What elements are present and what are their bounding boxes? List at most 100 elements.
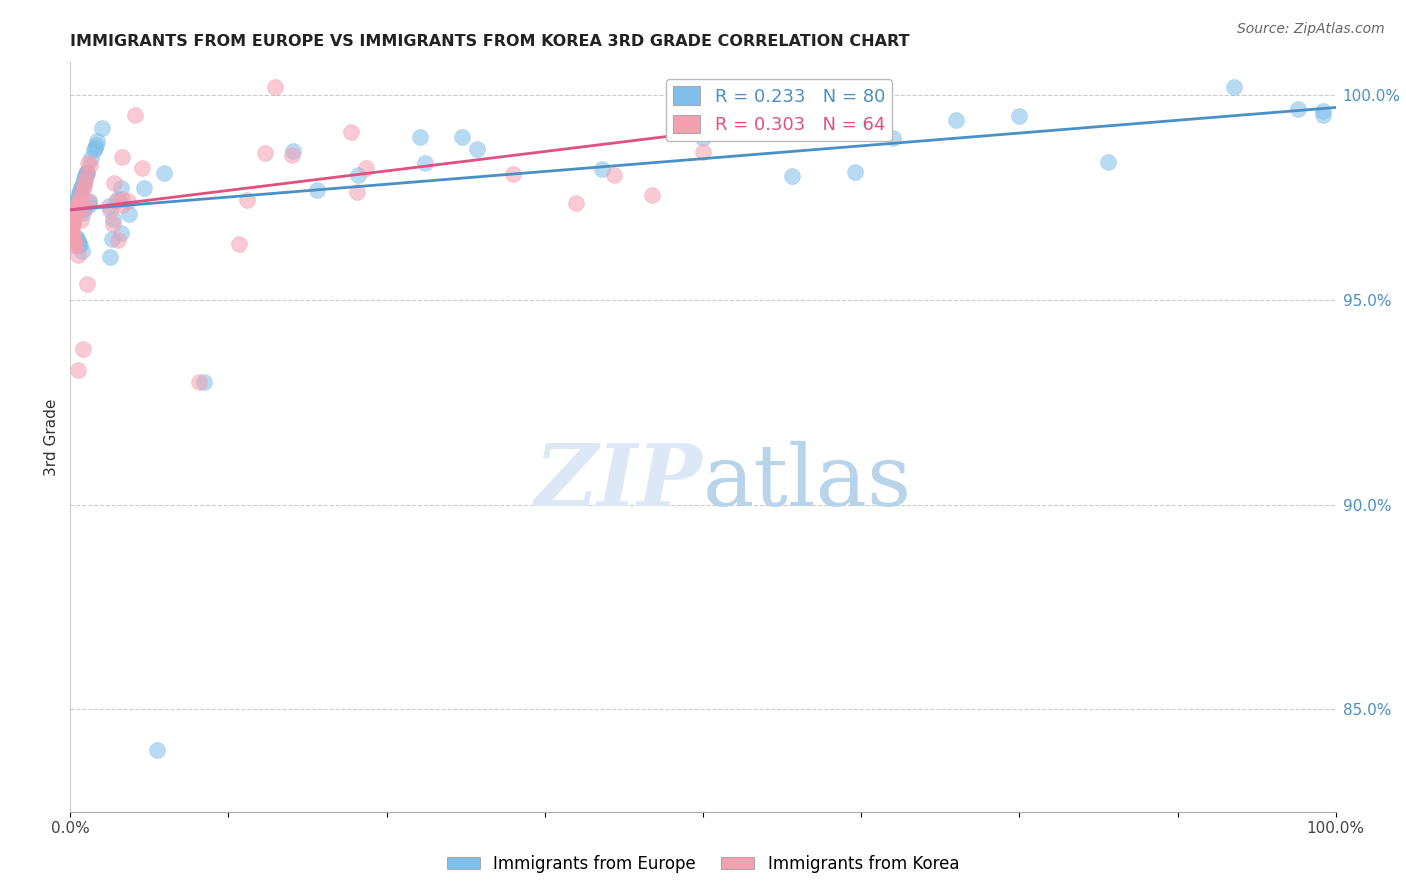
- Text: atlas: atlas: [703, 441, 912, 524]
- Point: [60, 212, 83, 227]
- Point: [65, 206, 87, 220]
- Point: [107, 192, 129, 206]
- Point: [67, 248, 90, 262]
- Point: [70, 178, 93, 193]
- Point: [72, 206, 94, 220]
- Point: [66, 194, 89, 208]
- Point: [77, 195, 100, 210]
- Point: [66, 234, 89, 248]
- Point: [60, 217, 83, 231]
- Point: [882, 130, 904, 145]
- Legend: Immigrants from Europe, Immigrants from Korea: Immigrants from Europe, Immigrants from …: [440, 848, 966, 880]
- Point: [60, 214, 83, 228]
- Point: [69, 238, 91, 252]
- Point: [66, 232, 89, 246]
- Point: [60, 211, 83, 225]
- Point: [60, 227, 83, 242]
- Point: [79, 158, 101, 172]
- Point: [72, 177, 94, 191]
- Point: [305, 183, 328, 197]
- Point: [117, 194, 139, 208]
- Point: [75, 166, 97, 180]
- Text: IMMIGRANTS FROM EUROPE VS IMMIGRANTS FROM KOREA 3RD GRADE CORRELATION CHART: IMMIGRANTS FROM EUROPE VS IMMIGRANTS FRO…: [70, 34, 910, 49]
- Text: ZIP: ZIP: [536, 441, 703, 524]
- Point: [101, 232, 124, 246]
- Point: [62, 203, 84, 218]
- Point: [75, 167, 97, 181]
- Point: [60, 217, 83, 231]
- Point: [465, 142, 488, 156]
- Point: [60, 207, 83, 221]
- Point: [67, 194, 90, 209]
- Point: [77, 197, 100, 211]
- Point: [73, 169, 96, 184]
- Point: [62, 214, 84, 228]
- Point: [80, 151, 103, 165]
- Point: [73, 201, 96, 215]
- Point: [1097, 155, 1119, 169]
- Point: [70, 180, 93, 194]
- Point: [413, 155, 436, 169]
- Point: [340, 125, 363, 139]
- Point: [66, 193, 89, 207]
- Point: [76, 156, 98, 170]
- Point: [70, 203, 93, 218]
- Point: [63, 211, 86, 225]
- Point: [66, 362, 89, 376]
- Point: [76, 277, 98, 291]
- Point: [193, 375, 215, 389]
- Point: [69, 238, 91, 252]
- Point: [111, 197, 134, 211]
- Point: [62, 202, 84, 217]
- Point: [264, 80, 287, 95]
- Point: [603, 168, 626, 182]
- Point: [63, 208, 86, 222]
- Point: [281, 148, 304, 162]
- Point: [69, 185, 91, 199]
- Point: [60, 208, 83, 222]
- Point: [60, 224, 83, 238]
- Point: [62, 214, 84, 228]
- Point: [346, 186, 368, 200]
- Point: [145, 743, 167, 757]
- Point: [98, 199, 121, 213]
- Point: [110, 226, 132, 240]
- Point: [101, 217, 124, 231]
- Point: [83, 143, 105, 157]
- Point: [254, 146, 277, 161]
- Point: [502, 167, 524, 181]
- Point: [73, 174, 96, 188]
- Point: [66, 191, 89, 205]
- Point: [780, 169, 803, 183]
- Point: [65, 229, 87, 244]
- Point: [153, 166, 176, 180]
- Point: [75, 169, 97, 184]
- Y-axis label: 3rd Grade: 3rd Grade: [44, 399, 59, 475]
- Point: [76, 167, 98, 181]
- Point: [945, 112, 967, 127]
- Point: [63, 238, 86, 252]
- Point: [60, 217, 83, 231]
- Point: [1223, 80, 1246, 95]
- Point: [72, 174, 94, 188]
- Point: [565, 196, 588, 211]
- Point: [60, 218, 83, 232]
- Point: [236, 193, 259, 207]
- Point: [60, 220, 83, 235]
- Point: [1312, 104, 1334, 119]
- Point: [450, 130, 472, 145]
- Point: [281, 144, 304, 158]
- Point: [110, 181, 132, 195]
- Point: [1008, 109, 1031, 123]
- Point: [354, 161, 377, 175]
- Point: [117, 207, 139, 221]
- Point: [591, 162, 613, 177]
- Point: [103, 176, 125, 190]
- Point: [107, 233, 129, 247]
- Point: [105, 194, 128, 208]
- Point: [60, 215, 83, 229]
- Point: [69, 188, 91, 202]
- Point: [692, 130, 714, 145]
- Point: [98, 250, 121, 264]
- Point: [347, 168, 370, 182]
